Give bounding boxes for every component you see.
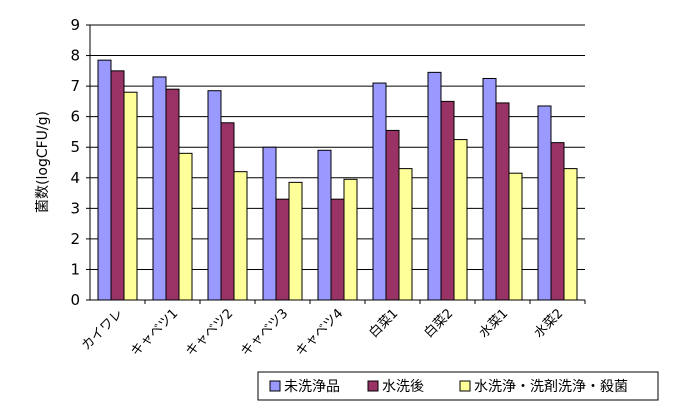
legend-label: 水洗後 (382, 379, 424, 395)
x-tick-label: 水菜2 (531, 306, 566, 341)
axes (86, 24, 586, 304)
x-tick-label: 水菜1 (476, 306, 511, 341)
y-tick-label: 4 (70, 169, 80, 187)
bar-3 (343, 178, 358, 301)
bar-2 (385, 129, 400, 301)
x-tick-label: キャベツ3 (238, 306, 291, 359)
bar-2 (495, 102, 510, 301)
legend-swatch (459, 380, 471, 392)
bar-3 (453, 139, 468, 301)
bar-2 (110, 70, 125, 301)
bar-2 (330, 198, 345, 301)
bars (97, 59, 578, 301)
bar-1 (97, 59, 112, 301)
bar-1 (152, 76, 167, 301)
bar-1 (262, 146, 277, 301)
bar-2 (165, 88, 180, 301)
bar-3 (178, 152, 193, 301)
bar-3 (563, 168, 578, 301)
legend-swatch (269, 380, 281, 392)
x-tick-label: キャベツ4 (293, 306, 346, 359)
bar-1 (537, 105, 552, 301)
bar-3 (233, 171, 248, 301)
y-tick-label: 9 (70, 16, 80, 34)
y-tick-label: 1 (70, 260, 80, 278)
y-tick-labels: 0 1 2 3 4 5 6 7 8 9 (70, 16, 80, 309)
y-tick-label: 3 (70, 199, 80, 217)
bar-2 (220, 122, 235, 301)
y-tick-label: 8 (70, 47, 80, 65)
bar-3 (123, 91, 138, 301)
bar-1 (482, 77, 497, 301)
legend-box (257, 371, 659, 401)
y-tick-label: 0 (70, 291, 80, 309)
x-tick-label: キャベツ1 (128, 306, 181, 359)
x-tick-label: 白菜2 (421, 306, 457, 342)
bar-1 (317, 149, 332, 301)
bar-1 (207, 90, 222, 301)
bar-3 (288, 181, 303, 301)
y-axis-label: 菌数(logCFU/g) (35, 111, 51, 213)
bar-2 (275, 198, 290, 301)
legend: 未洗浄品 水洗後 水洗浄・洗剤洗浄・殺菌 (257, 371, 659, 401)
legend-swatch (367, 380, 379, 392)
y-tick-label: 2 (70, 230, 80, 248)
x-tick-labels: カイワレ キャベツ1 キャベツ2 キャベツ3 キャベツ4 白菜1 白菜2 水菜1 水菜2 (79, 306, 566, 360)
x-tick-label: キャベツ2 (183, 306, 236, 359)
x-tick-label: カイワレ (79, 306, 126, 353)
y-tick-label: 7 (70, 77, 80, 95)
legend-label: 水洗浄・洗剤洗浄・殺菌 (474, 379, 628, 395)
bar-2 (550, 142, 565, 301)
y-tick-label: 5 (70, 138, 80, 156)
bar-1 (427, 71, 442, 301)
bar-3 (508, 172, 523, 301)
bar-1 (372, 82, 387, 301)
bar-2 (440, 100, 455, 301)
legend-label: 未洗浄品 (284, 379, 340, 395)
bar-3 (398, 168, 413, 301)
x-tick-label: 白菜1 (366, 306, 402, 342)
y-tick-label: 6 (70, 108, 80, 126)
